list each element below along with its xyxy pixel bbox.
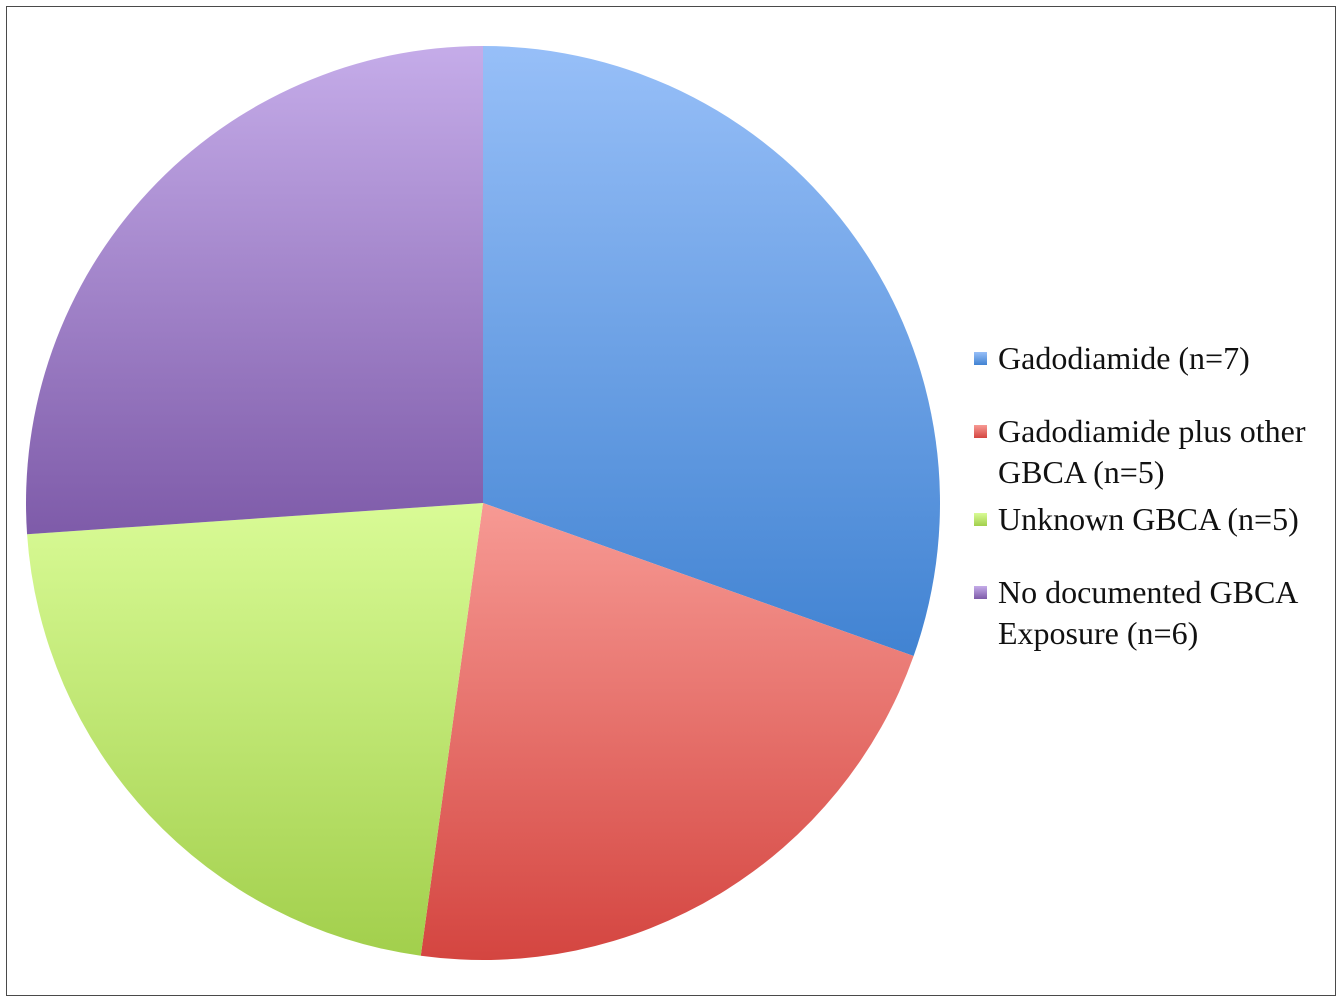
pie-slice-unknown-gbca: [27, 503, 483, 956]
legend-label-no-documented-exposure: No documented GBCA Exposure (n=6): [998, 574, 1297, 651]
pie-slice-gadodiamide: [483, 46, 940, 657]
legend-item-no-documented-exposure: No documented GBCA Exposure (n=6): [970, 572, 1330, 654]
legend-label-gadodiamide-plus-other: Gadodiamide plus other GBCA (n=5): [998, 413, 1306, 490]
legend: Gadodiamide (n=7) Gadodiamide plus other…: [970, 338, 1330, 660]
legend-item-gadodiamide: Gadodiamide (n=7): [970, 338, 1330, 379]
legend-label-gadodiamide: Gadodiamide (n=7): [998, 340, 1250, 376]
legend-swatch-gadodiamide-plus-other: [974, 425, 987, 438]
pie-slices: [26, 46, 940, 960]
legend-swatch-unknown-gbca: [974, 513, 987, 526]
legend-item-unknown-gbca: Unknown GBCA (n=5): [970, 499, 1330, 540]
legend-swatch-gadodiamide: [974, 352, 987, 365]
pie-slice-gadodiamide-plus-other: [420, 503, 914, 960]
legend-item-gadodiamide-plus-other: Gadodiamide plus other GBCA (n=5): [970, 411, 1330, 493]
legend-label-unknown-gbca: Unknown GBCA (n=5): [998, 501, 1299, 537]
legend-swatch-no-documented-exposure: [974, 586, 987, 599]
pie-slice-no-documented-exposure: [26, 46, 483, 535]
